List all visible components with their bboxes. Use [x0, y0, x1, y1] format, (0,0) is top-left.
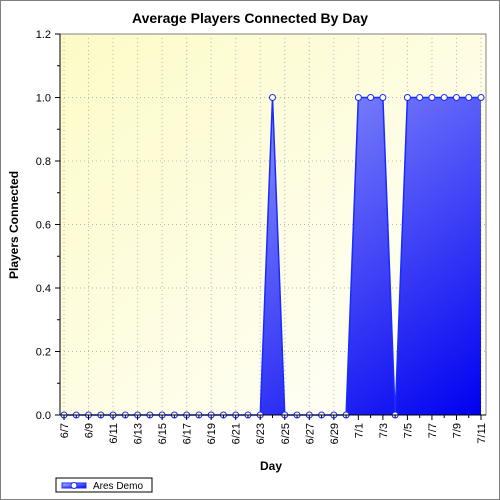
y-axis-label: Players Connected [7, 171, 21, 279]
y-tick-label: 0.0 [36, 410, 51, 422]
y-axis: 0.0 0.2 0.4 0.6 0.8 1.0 1.2 [36, 29, 61, 422]
data-point [367, 94, 375, 101]
x-tick-label: 6/15 [157, 423, 169, 444]
x-tick-label: 6/29 [329, 423, 341, 444]
x-tick-label: 7/9 [451, 423, 463, 438]
legend-marker [70, 482, 78, 489]
x-tick-label: 6/21 [231, 423, 243, 444]
x-tick-label: 6/11 [108, 423, 120, 444]
legend-label: Ares Demo [93, 481, 143, 492]
series-area [64, 97, 481, 415]
x-tick-label: 6/9 [84, 423, 96, 438]
data-point [403, 94, 411, 101]
x-tick-label: 7/7 [427, 423, 439, 438]
y-tick-label: 0.6 [36, 220, 51, 232]
x-tick-label: 6/7 [59, 423, 71, 438]
x-tick-label: 6/27 [304, 423, 316, 444]
data-point [354, 94, 362, 101]
data-point [428, 94, 436, 101]
x-tick-label: 6/13 [133, 423, 145, 444]
x-tick-label: 6/17 [182, 423, 194, 444]
y-tick-label: 0.4 [36, 283, 51, 295]
legend: Ares Demo [55, 477, 153, 493]
data-point [477, 94, 485, 101]
chart-title: Average Players Connected By Day [132, 10, 368, 26]
x-tick-label: 6/23 [255, 423, 267, 444]
y-tick-label: 0.8 [36, 156, 51, 168]
data-point [452, 94, 460, 101]
y-tick-label: 1.0 [36, 93, 51, 105]
data-point [440, 94, 448, 101]
x-axis: 6/7 6/9 6/11 6/13 6/15 6/17 6/19 6/21 6/23 6/25 6/… [59, 414, 488, 444]
data-point [269, 94, 276, 101]
x-tick-label: 7/1 [353, 423, 365, 438]
x-tick-label: 6/19 [206, 423, 218, 444]
data-point [416, 94, 424, 101]
x-tick-label: 7/11 [476, 423, 488, 444]
x-tick-label: 6/25 [280, 423, 292, 444]
x-tick-label: 7/3 [378, 423, 390, 438]
data-point [465, 94, 473, 101]
x-axis-label: Day [260, 459, 282, 473]
y-tick-label: 0.2 [36, 347, 51, 359]
data-point [379, 94, 387, 101]
x-tick-label: 7/5 [402, 423, 414, 438]
y-tick-label: 1.2 [36, 29, 51, 41]
